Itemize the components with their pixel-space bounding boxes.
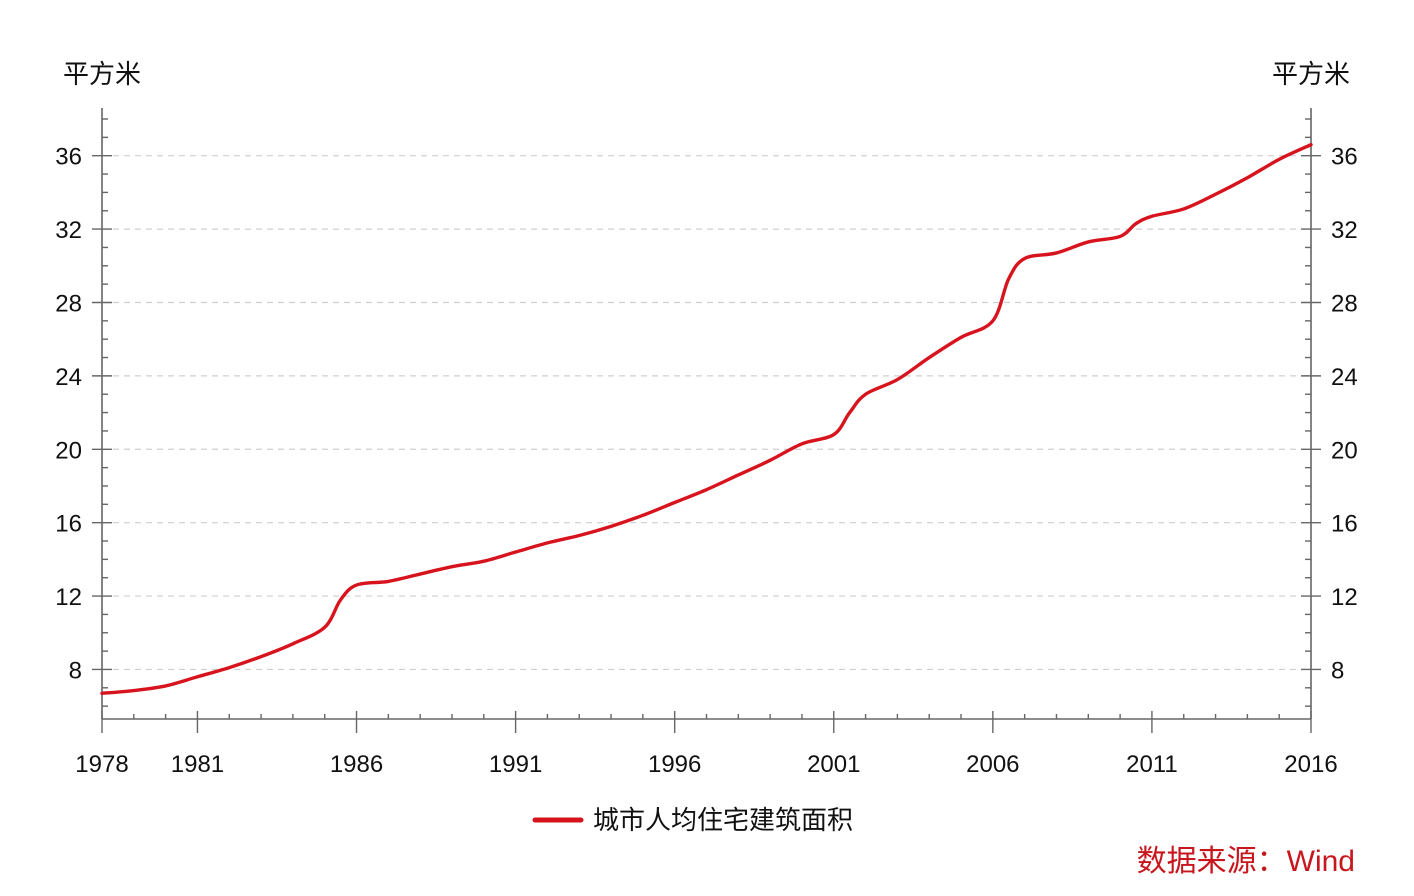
x-tick-label-1978: 1978 [75,751,128,778]
right-y-tick-label-20: 20 [1331,437,1358,464]
x-tick-label-1986: 1986 [330,751,383,778]
series-line-0 [100,143,1313,696]
gridlines [102,155,1311,671]
data-source-label: 数据来源：Wind [1137,845,1355,878]
left-y-tick-label-20: 20 [55,437,82,464]
right-y-tick-label-16: 16 [1331,511,1358,538]
left-y-tick-label-16: 16 [55,511,82,538]
x-tick-label-1996: 1996 [648,751,701,778]
legend-label: 城市人均住宅建筑面积 [593,805,853,835]
tick-marks [92,118,1321,733]
x-tick-label-2011: 2011 [1126,751,1178,778]
series-layer [100,143,1313,696]
left-y-tick-label-28: 28 [55,290,82,317]
left-y-tick-label-8: 8 [69,657,82,684]
right-y-tick-label-36: 36 [1331,144,1358,171]
left-y-tick-label-24: 24 [55,364,82,391]
legend: 城市人均住宅建筑面积 [532,805,853,835]
right-y-tick-label-24: 24 [1331,364,1358,391]
right-y-tick-label-32: 32 [1331,217,1358,244]
right-y-unit-label: 平方米 [1272,59,1350,89]
x-tick-label-2006: 2006 [966,751,1019,778]
tick-labels: 8 8 12 12 16 16 20 20 24 24 28 28 32 32 36 36 1978 1981 19… [55,144,1357,778]
right-y-tick-label-8: 8 [1331,657,1344,684]
x-tick-label-2016: 2016 [1284,751,1337,778]
x-tick-label-2001: 2001 [807,751,860,778]
axes [101,108,1312,720]
left-y-tick-label-36: 36 [55,144,82,171]
left-y-tick-label-32: 32 [55,217,82,244]
left-y-unit-label: 平方米 [63,59,141,89]
left-y-tick-label-12: 12 [55,584,82,611]
right-y-tick-label-28: 28 [1331,290,1358,317]
right-y-tick-label-12: 12 [1331,584,1358,611]
x-tick-label-1991: 1991 [489,751,542,778]
x-tick-label-1981: 1981 [171,751,224,778]
